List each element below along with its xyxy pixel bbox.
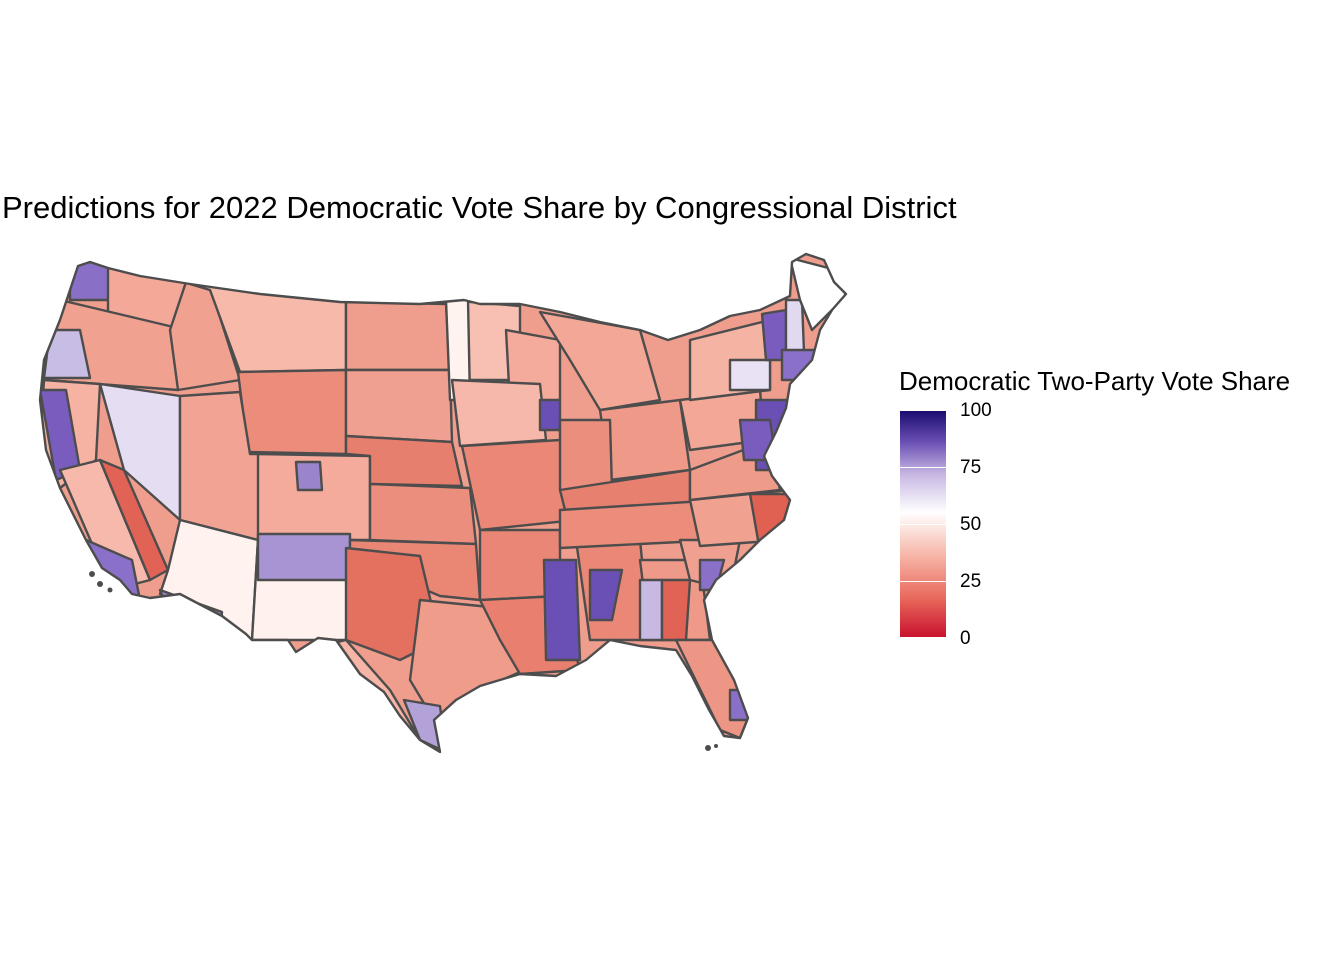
legend-tick-mark: [900, 637, 946, 638]
islands: [89, 571, 718, 751]
district-new-hampshire: [784, 298, 806, 354]
legend-tick-mark: [900, 524, 946, 525]
district-maryland: [738, 418, 778, 462]
district-ohio: [598, 398, 692, 482]
legend-tick-label: 25: [960, 571, 982, 592]
district-south-dakota: [344, 368, 454, 444]
legend-tick-mark: [900, 467, 946, 468]
legend-tick-label: 100: [960, 400, 992, 421]
map-title: Predictions for 2022 Democratic Vote Sha…: [2, 190, 957, 225]
district-colorado-denver: [294, 460, 324, 492]
district-new-york-upstate: [728, 358, 772, 392]
district-alabama-black-belt: [588, 568, 624, 622]
district-florida-south: [728, 688, 754, 722]
district-iowa: [450, 378, 548, 448]
district-new-mexico-north: [256, 532, 352, 582]
legend-tick-mark: [900, 410, 946, 411]
legend-tick-mark: [900, 581, 946, 582]
district-mississippi-delta: [542, 558, 582, 662]
legend-tick-label: 0: [960, 628, 971, 649]
district-indiana: [558, 418, 614, 492]
legend-tick-label: 50: [960, 514, 982, 535]
district-georgia-east: [660, 578, 692, 642]
district-illinois-chicago: [538, 398, 562, 432]
district-oregon-coast: [42, 328, 92, 380]
district-north-dakota: [344, 300, 452, 372]
district-georgia-south: [638, 578, 664, 642]
district-kansas: [368, 482, 478, 546]
district-texas-south: [402, 698, 448, 752]
district-wyoming: [236, 368, 348, 456]
district-arizona: [158, 518, 260, 642]
legend-title: Democratic Two-Party Vote Share: [899, 366, 1291, 396]
country-outline: [38, 252, 848, 754]
legend-tick-label: 75: [960, 457, 982, 478]
